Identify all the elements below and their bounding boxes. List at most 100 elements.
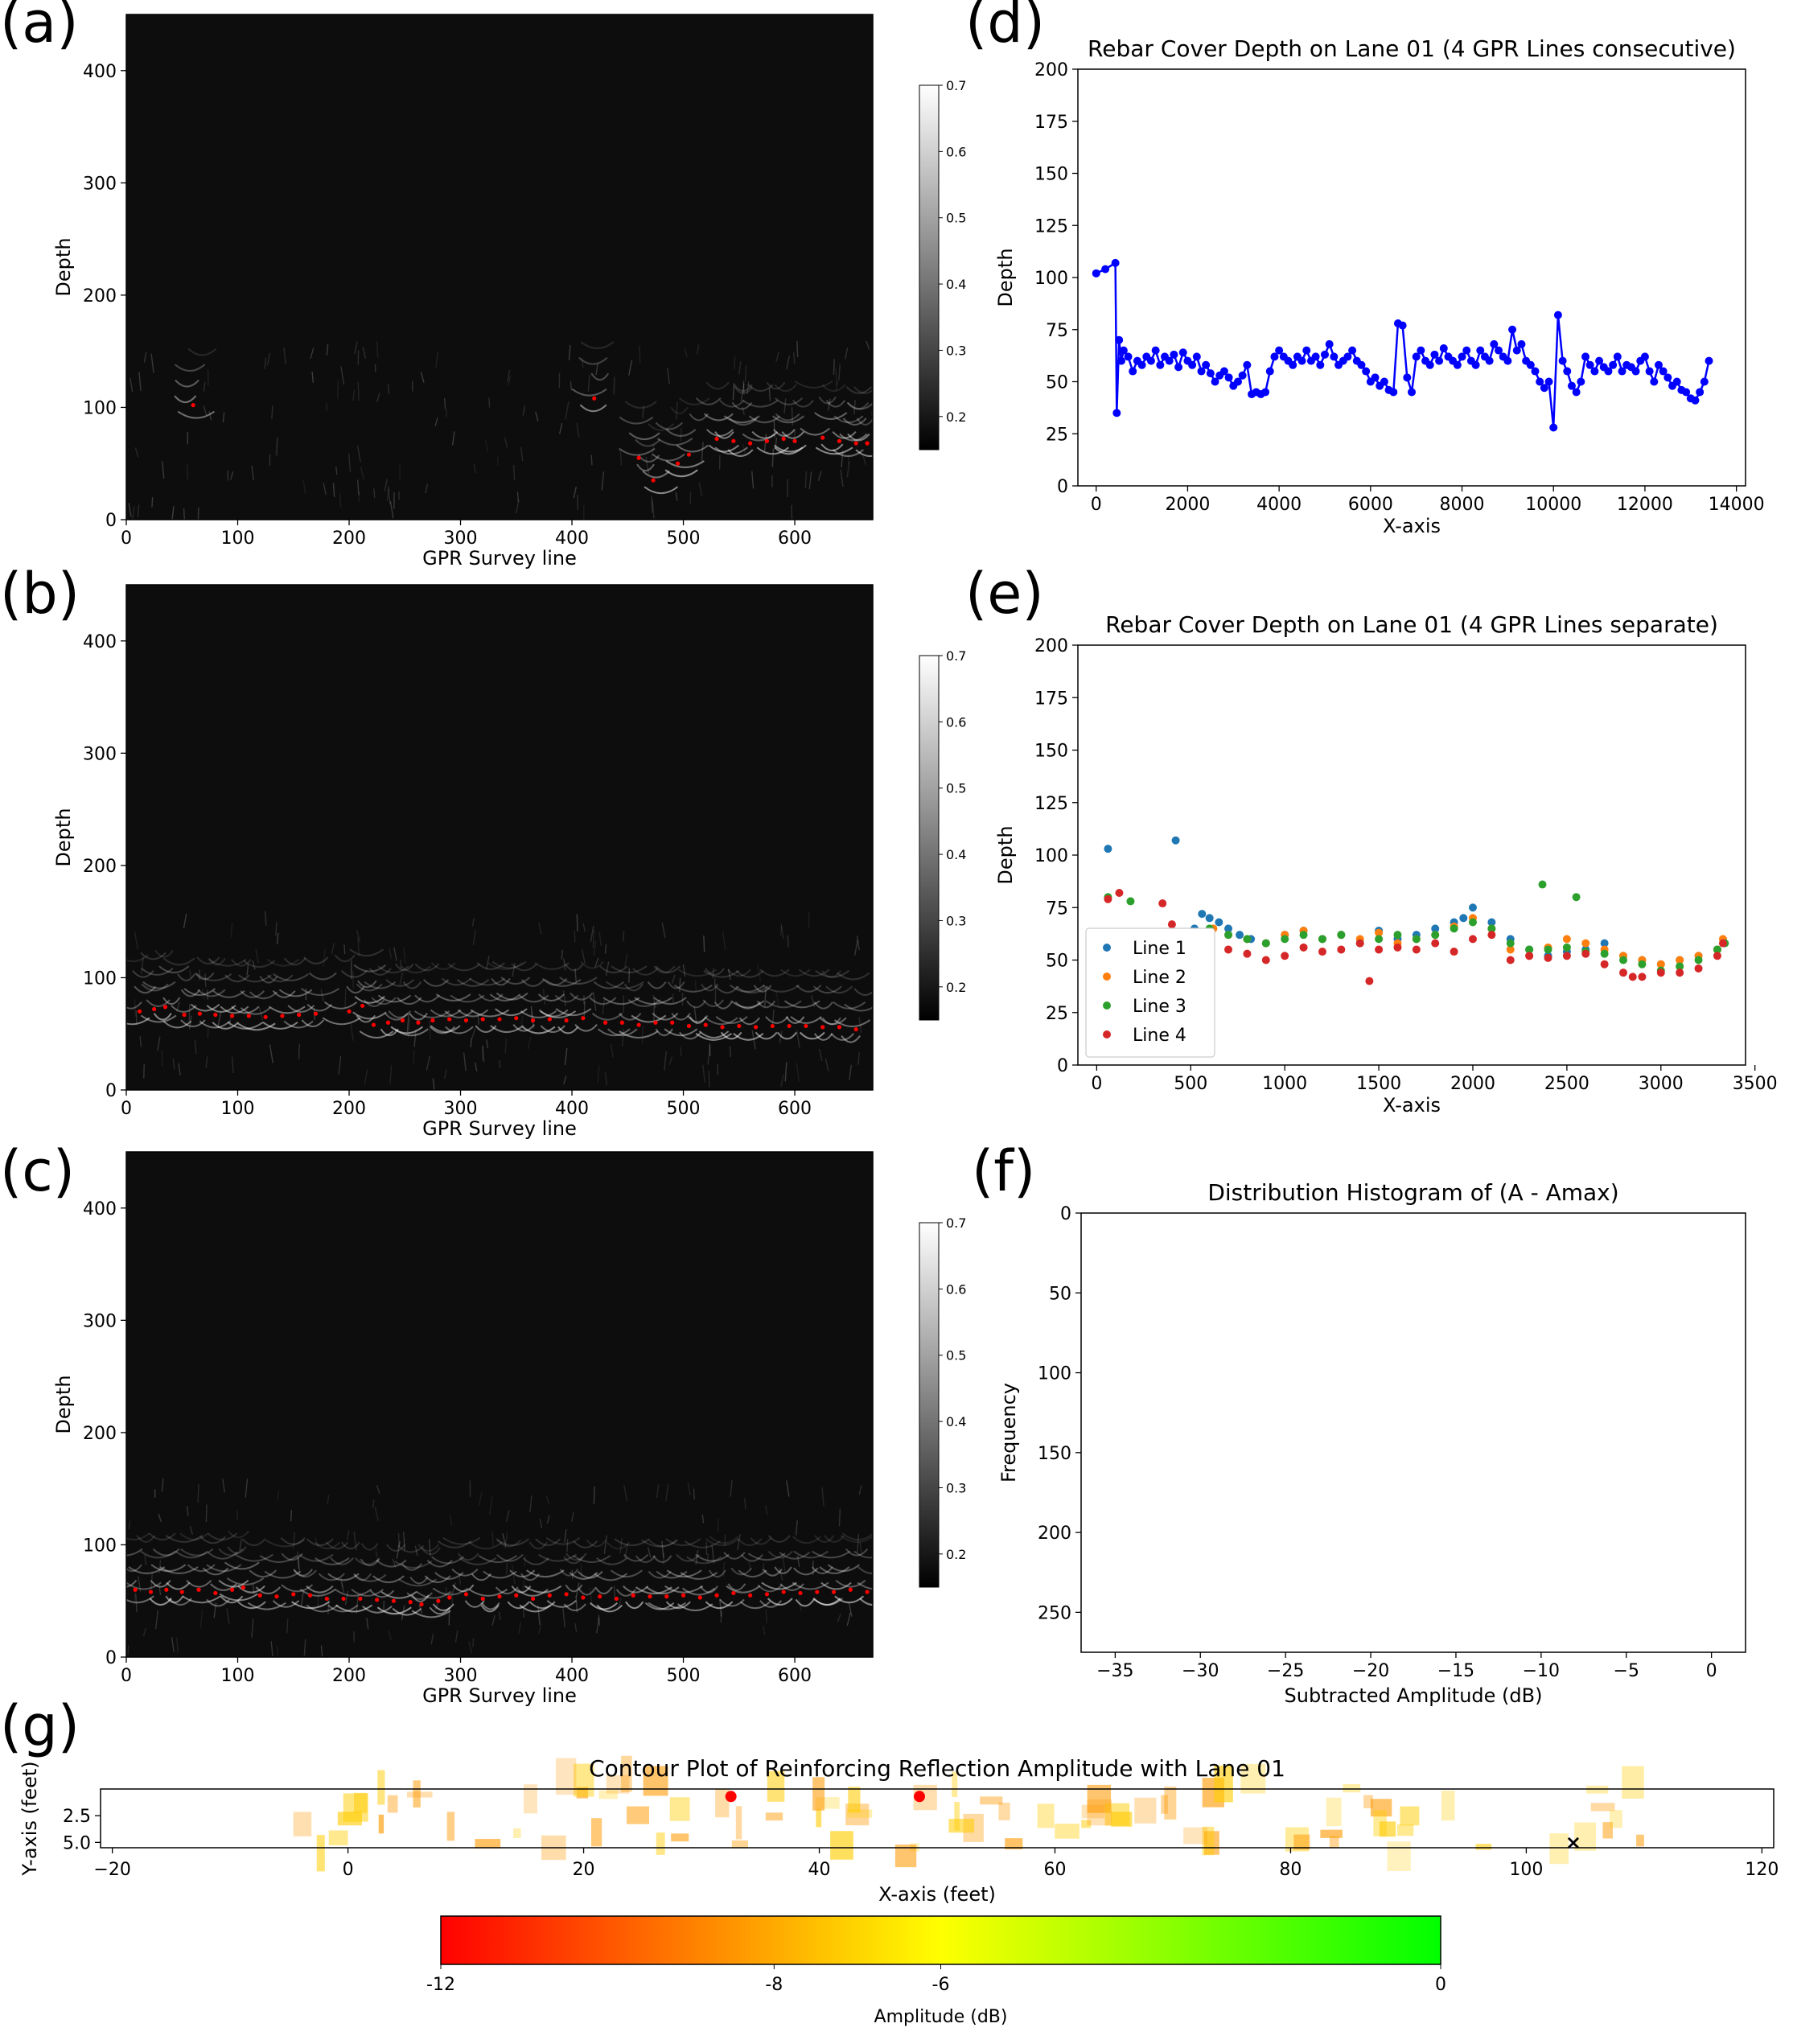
reflection-hyperbola	[627, 999, 661, 1007]
reflection-hyperbola	[385, 1013, 409, 1021]
data-point	[1325, 339, 1334, 348]
data-point	[1165, 356, 1174, 365]
rebar-pick	[148, 1590, 154, 1594]
x-tick-label: 14000	[1709, 495, 1765, 515]
rebar-pick	[430, 1018, 435, 1023]
clutter-streak	[339, 492, 342, 508]
rebar-pick	[731, 1590, 736, 1596]
clutter-streak	[239, 1539, 242, 1551]
reflection-hyperbola	[792, 1581, 829, 1590]
reflection-hyperbola	[655, 1028, 673, 1037]
reflection-hyperbola	[430, 1009, 462, 1018]
clutter-streak	[357, 382, 360, 401]
clutter-streak	[772, 448, 774, 468]
reflection-hyperbola	[340, 969, 368, 978]
data-point	[1487, 931, 1496, 940]
rebar-pick	[497, 1594, 502, 1599]
reflection-hyperbola	[327, 1604, 359, 1613]
reflection-hyperbola	[475, 1025, 497, 1034]
reflection-hyperbola	[602, 997, 640, 1006]
reflection-hyperbola	[709, 1536, 739, 1544]
reflection-hyperbola	[703, 969, 740, 978]
clutter-streak	[862, 455, 866, 465]
rebar-pick	[179, 1590, 184, 1594]
amplitude-patch	[316, 1835, 325, 1872]
y-tick-label: 50	[1046, 373, 1068, 393]
plot-frame	[1080, 1212, 1746, 1653]
clutter-streak	[311, 371, 315, 383]
rebar-pick	[347, 1009, 352, 1014]
reflection-hyperbola	[698, 1030, 730, 1039]
rebar-pick	[213, 1590, 218, 1596]
clutter-streak	[796, 1030, 800, 1048]
data-point	[1562, 943, 1571, 952]
x-tick-label: 200	[332, 1666, 366, 1686]
rebar-pick	[213, 1012, 218, 1018]
reflection-hyperbola	[174, 364, 206, 372]
x-tick-label: 3500	[1733, 1074, 1778, 1094]
clutter-streak	[524, 1555, 527, 1566]
chart-title: Contour Plot of Reinforcing Reflection A…	[589, 1755, 1285, 1782]
amplitude-patch	[573, 1763, 594, 1797]
data-point	[1490, 339, 1499, 348]
clutter-streak	[178, 1063, 181, 1075]
amplitude-patch	[1081, 1820, 1092, 1828]
panel-label-a: (a)	[0, 0, 79, 56]
clutter-streak	[393, 947, 397, 961]
reflection-hyperbola	[231, 959, 252, 967]
reflection-hyperbola	[535, 1538, 561, 1547]
rebar-pick	[804, 1023, 808, 1029]
clutter-streak	[315, 1536, 319, 1548]
reflection-hyperbola	[315, 1541, 341, 1550]
reflection-hyperbola	[834, 1595, 865, 1604]
clutter-streak	[589, 1588, 593, 1604]
data-point	[1628, 973, 1637, 981]
data-point	[1572, 893, 1581, 902]
reflection-texture	[128, 340, 873, 520]
clutter-streak	[796, 340, 799, 358]
colorbar-tick-label: 0.4	[946, 1414, 966, 1429]
colorbar-tick-label: 0.5	[946, 1348, 966, 1363]
reflection-hyperbola	[171, 1005, 197, 1013]
data-point	[1236, 931, 1244, 940]
clutter-streak	[344, 989, 347, 1008]
reflection-hyperbola	[478, 1555, 517, 1563]
clutter-streak	[283, 348, 286, 364]
reflection-hyperbola	[820, 1581, 852, 1590]
reflection-hyperbola	[792, 1536, 821, 1544]
amplitude-patch	[1326, 1797, 1342, 1827]
clutter-streak	[529, 1495, 533, 1513]
clutter-streak	[505, 1510, 510, 1522]
data-point	[1506, 939, 1515, 948]
rebar-pick	[631, 1593, 635, 1598]
reflection-hyperbola	[623, 1553, 649, 1562]
reflection-hyperbola	[187, 348, 217, 356]
clutter-streak	[320, 1645, 323, 1657]
clutter-streak	[724, 1534, 726, 1547]
clutter-streak	[601, 471, 605, 491]
amplitude-patch	[1379, 1821, 1396, 1837]
clutter-streak	[568, 344, 571, 360]
reflection-hyperbola	[579, 404, 607, 413]
reflection-hyperbola	[165, 1595, 184, 1604]
reflection-hyperbola	[574, 1023, 598, 1032]
x-tick-label: −20	[93, 1860, 130, 1880]
x-tick-label: 500	[667, 528, 701, 549]
clutter-streak	[366, 1618, 369, 1630]
rebar-pick	[257, 1593, 262, 1598]
rebar-pick	[358, 1596, 363, 1602]
clutter-streak	[775, 989, 779, 1008]
rebar-pick	[781, 1590, 786, 1594]
reflection-hyperbola	[394, 963, 414, 972]
reflection-hyperbola	[632, 968, 659, 976]
clutter-streak	[763, 1625, 766, 1635]
reflection-hyperbola	[537, 993, 565, 1001]
rebar-pick	[820, 1025, 825, 1030]
data-point	[1261, 388, 1270, 397]
data-point	[1318, 948, 1326, 956]
clutter-streak	[482, 1045, 485, 1063]
reflection-hyperbola	[656, 1570, 688, 1579]
reflection-hyperbola	[538, 1009, 569, 1018]
data-point	[1619, 969, 1628, 977]
data-point	[1450, 924, 1458, 933]
